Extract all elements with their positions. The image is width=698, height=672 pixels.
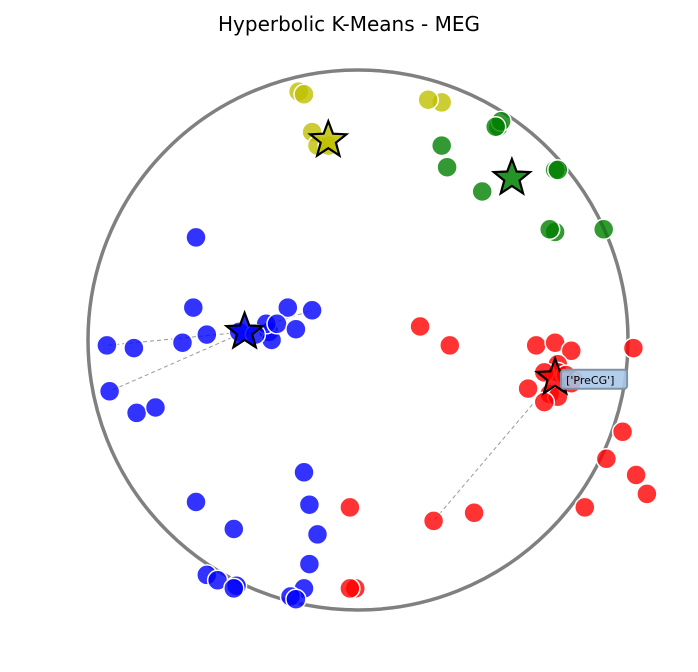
data-point-s0-3 — [196, 323, 218, 346]
data-point-s0-30 — [285, 588, 307, 610]
data-point-s3-2 — [525, 334, 547, 357]
data-point-s3-15 — [622, 337, 645, 359]
data-point-s2-5 — [471, 180, 493, 203]
annotation-label: ['PreCG'] — [566, 374, 614, 387]
data-point-s1-6 — [417, 88, 439, 111]
data-point-s0-0 — [185, 226, 207, 249]
data-point-s0-24 — [293, 461, 315, 484]
data-point-s3-25 — [339, 577, 361, 600]
data-point-s0-13 — [96, 334, 118, 357]
data-point-s0-14 — [123, 337, 145, 359]
data-point-s3-0 — [409, 315, 431, 338]
data-point-s3-23 — [339, 496, 361, 519]
data-point-s3-20 — [636, 483, 658, 505]
data-point-s0-1 — [182, 296, 205, 319]
data-point-s3-17 — [595, 448, 618, 470]
plot-area: ['PreCG'] — [86, 68, 658, 612]
centroid-star-2 — [490, 155, 533, 196]
data-point-s0-2 — [277, 296, 299, 319]
data-point-s0-12 — [171, 331, 194, 354]
data-point-s0-19 — [223, 518, 245, 540]
data-point-s0-25 — [298, 493, 321, 516]
data-point-s2-1 — [436, 156, 458, 178]
data-point-s0-23 — [223, 577, 245, 600]
annotation-box — [560, 368, 629, 390]
data-point-s0-27 — [298, 553, 321, 575]
data-point-s0-16 — [125, 402, 148, 424]
data-point-s0-10 — [285, 318, 307, 340]
data-point-s2-0 — [430, 134, 453, 157]
data-point-s3-16 — [611, 421, 634, 443]
data-point-s2-9 — [538, 218, 561, 241]
chart-title: Hyperbolic K-Means - MEG — [218, 12, 480, 36]
data-point-s0-11 — [301, 299, 323, 322]
data-point-s0-17 — [144, 396, 167, 419]
data-point-s3-13 — [533, 391, 556, 413]
centroid-star-1 — [307, 118, 350, 159]
data-point-s1-1 — [293, 83, 315, 106]
data-point-s2-7 — [547, 159, 569, 181]
data-point-s3-1 — [439, 334, 461, 357]
data-point-s3-22 — [463, 502, 485, 524]
data-point-s2-4 — [484, 115, 507, 138]
data-point-s3-18 — [625, 464, 647, 486]
data-point-s0-15 — [98, 380, 121, 403]
centroid-star-0 — [223, 309, 266, 350]
data-point-s0-26 — [306, 523, 329, 546]
data-point-s3-4 — [560, 340, 583, 362]
connector-line-1 — [109, 331, 245, 392]
data-point-s0-18 — [185, 491, 207, 513]
data-point-s3-19 — [574, 496, 596, 519]
data-point-s2-10 — [592, 218, 615, 241]
data-point-s3-21 — [422, 510, 445, 532]
data-point-s0-8 — [266, 313, 288, 335]
data-point-s3-14 — [517, 377, 539, 400]
